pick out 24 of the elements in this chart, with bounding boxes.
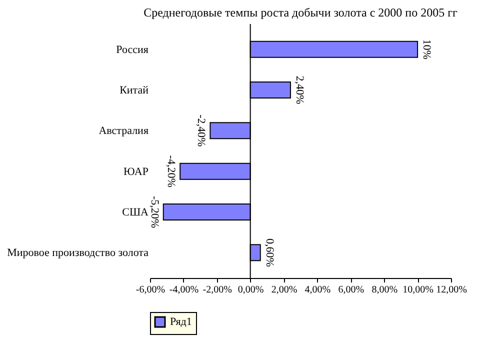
x-tick-label: 10,00% xyxy=(402,284,434,296)
data-label: -2,40% xyxy=(195,114,208,147)
x-tick-label: -4,00% xyxy=(169,284,199,296)
x-tick-label: 2,00% xyxy=(271,284,298,296)
legend-label: Ряд1 xyxy=(170,316,192,328)
y-tick-label: Россия xyxy=(116,44,148,56)
chart-title: Среднегодовые темпы роста добычи золота с 2000 по 2005 гг xyxy=(144,6,458,20)
x-tick-label: -2,00% xyxy=(202,284,232,296)
x-tick-label: -6,00% xyxy=(136,284,166,296)
y-tick-label: Австралия xyxy=(98,125,148,138)
data-label: -5,20% xyxy=(148,196,160,228)
y-tick-label: США xyxy=(122,206,149,218)
x-tick-label: 4,00% xyxy=(304,284,331,296)
x-tick-label: 8,00% xyxy=(372,284,398,296)
x-tick-label: 6,00% xyxy=(338,284,364,296)
data-label: 10% xyxy=(420,39,433,60)
y-tick-label: Китай xyxy=(120,84,149,96)
data-label: 2,40% xyxy=(293,76,306,104)
data-label: -4,20% xyxy=(165,155,178,188)
x-tick-label: 0,00% xyxy=(238,284,264,296)
y-tick-label: Мировое производство золота xyxy=(7,247,149,260)
y-tick-label: ЮАР xyxy=(124,166,148,178)
data-label: 0,60% xyxy=(263,238,276,267)
x-tick-label: 12,00% xyxy=(436,284,467,296)
